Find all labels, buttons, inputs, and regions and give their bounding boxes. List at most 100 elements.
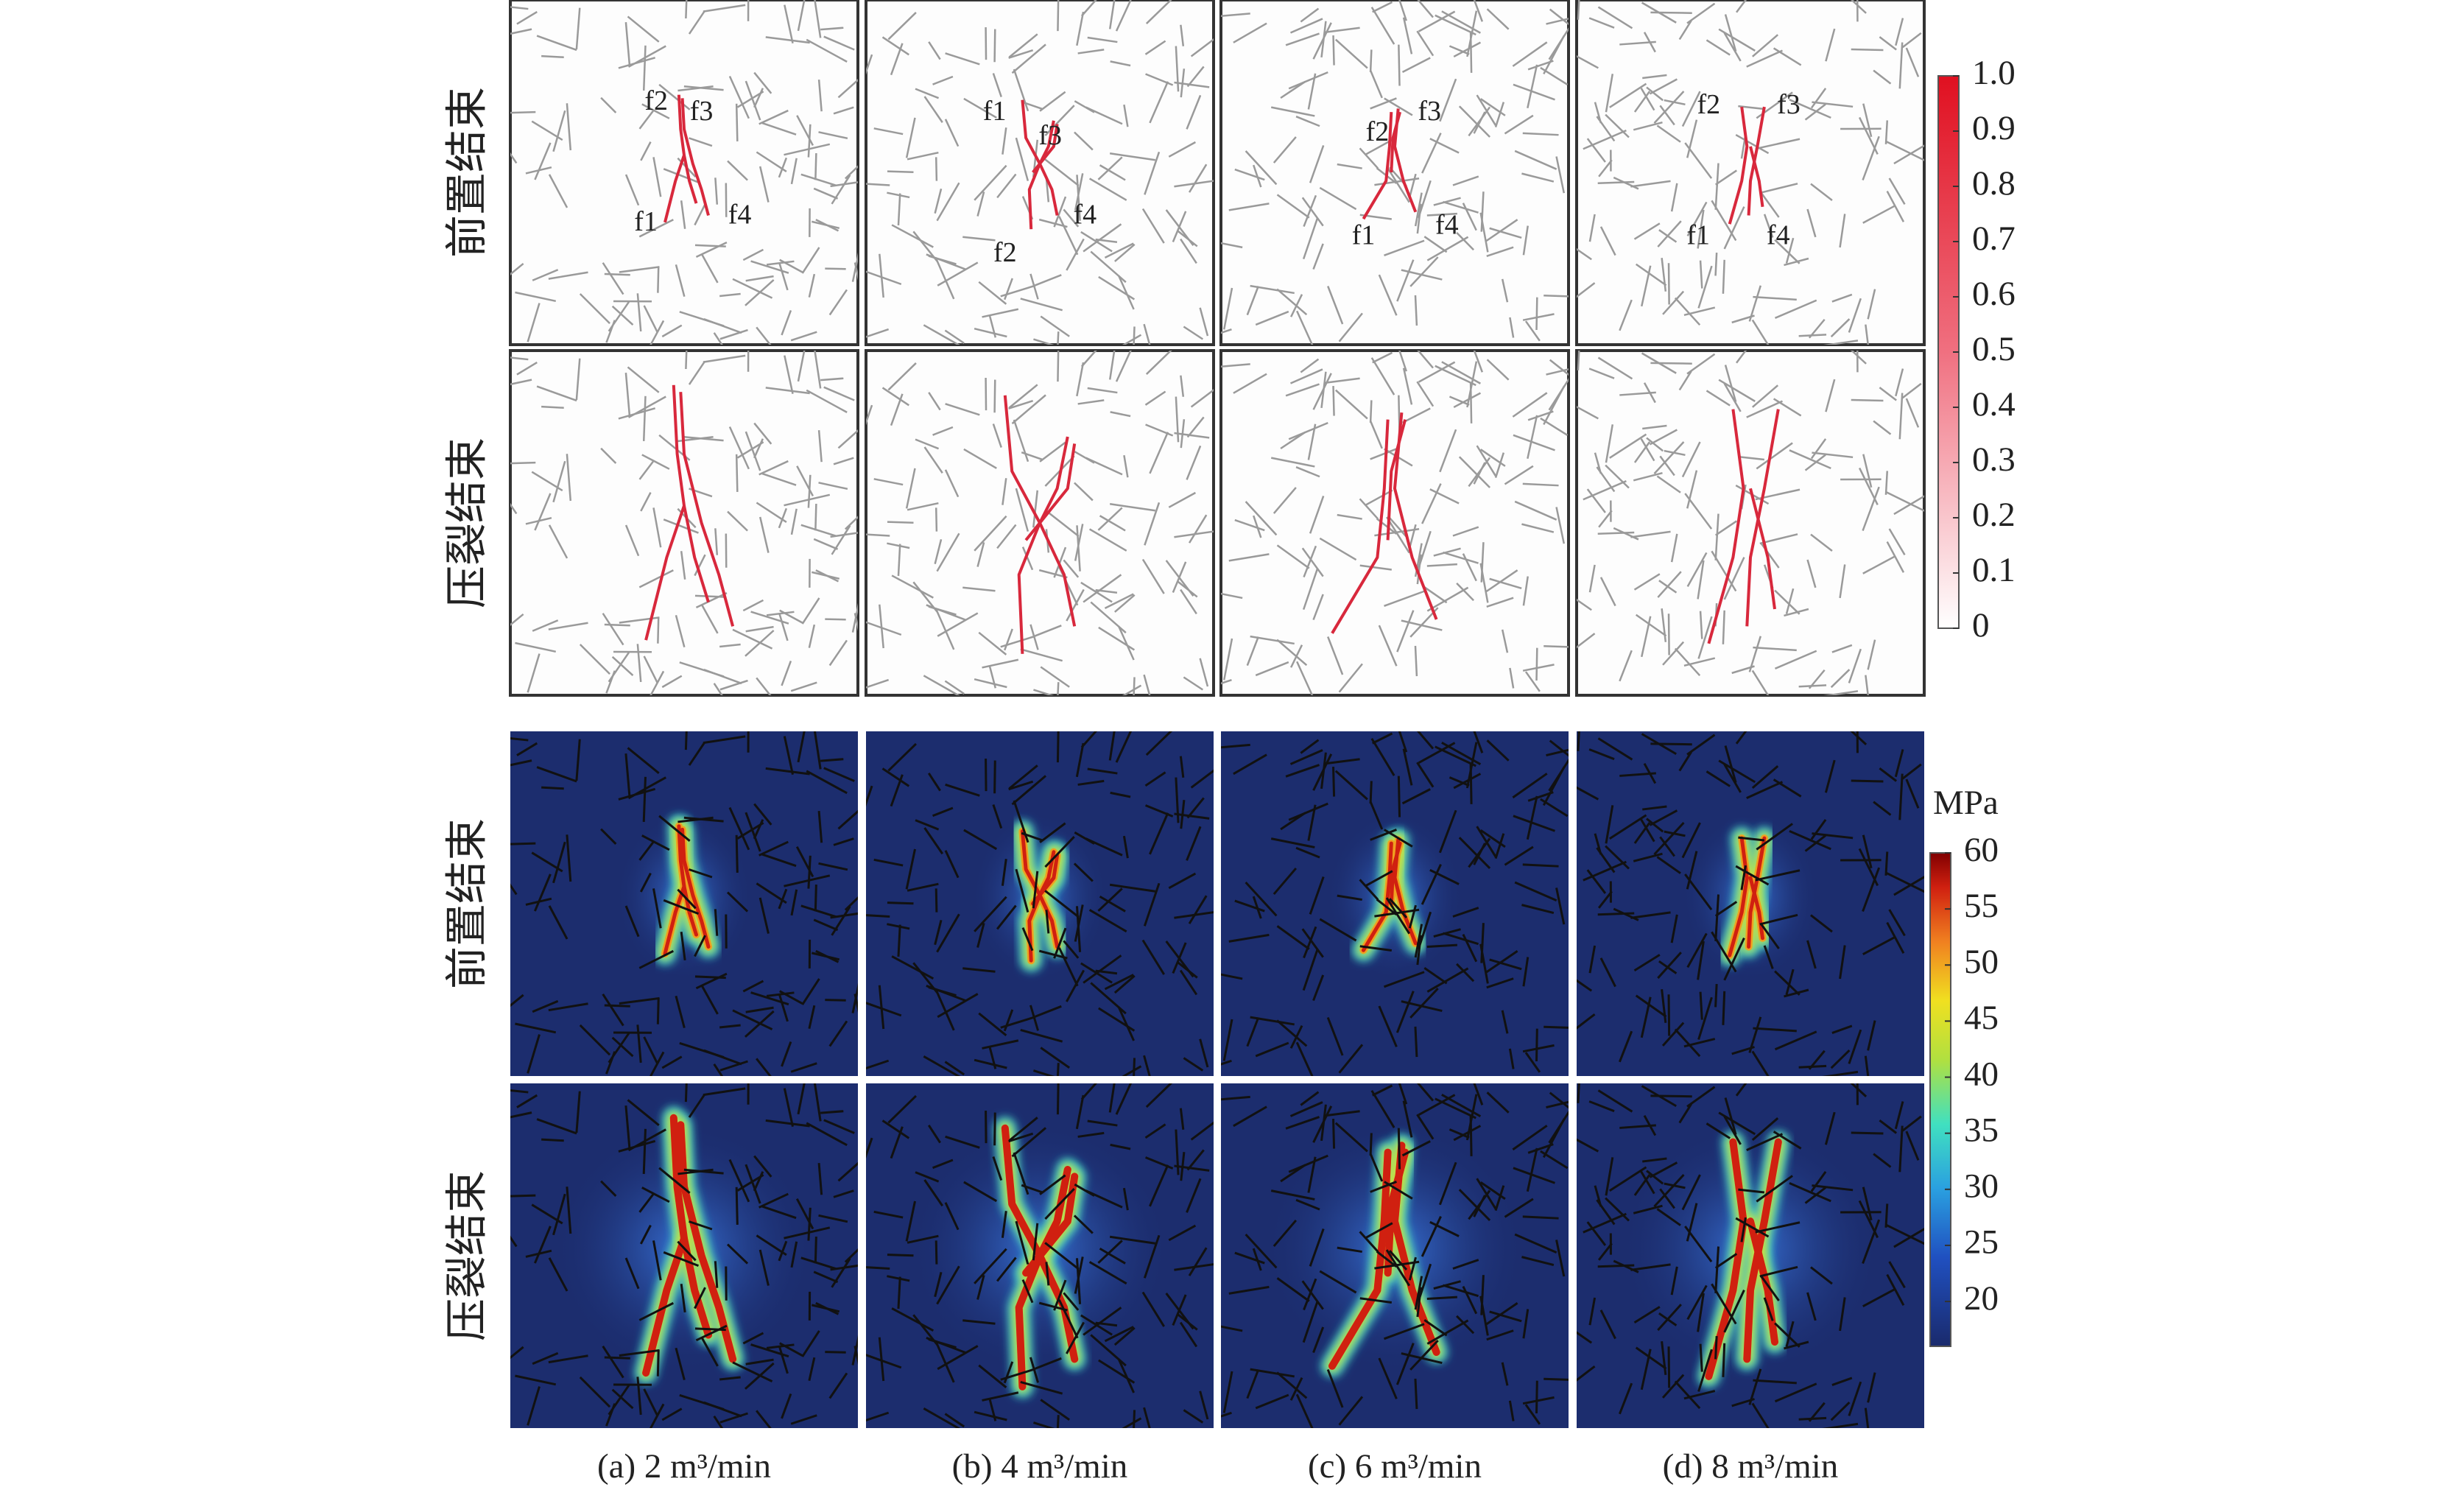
natural-fracture bbox=[1681, 441, 1701, 478]
natural-fracture bbox=[1535, 297, 1538, 331]
natural-fracture bbox=[624, 1105, 631, 1150]
natural-fracture bbox=[1905, 398, 1920, 428]
natural-fracture bbox=[639, 872, 652, 893]
natural-fracture bbox=[761, 472, 797, 486]
natural-fracture bbox=[1810, 914, 1833, 933]
natural-fracture bbox=[1307, 73, 1317, 110]
natural-fracture bbox=[1718, 379, 1756, 402]
natural-fracture bbox=[1416, 554, 1422, 585]
natural-fracture bbox=[1524, 671, 1541, 692]
natural-fracture bbox=[778, 994, 789, 1022]
natural-fracture bbox=[1011, 775, 1046, 806]
natural-fracture bbox=[1735, 1217, 1770, 1238]
natural-fracture bbox=[703, 1049, 742, 1066]
natural-fracture bbox=[516, 1094, 538, 1108]
natural-fracture bbox=[732, 1009, 773, 1030]
natural-fracture bbox=[761, 1205, 797, 1220]
natural-fracture bbox=[1512, 773, 1548, 799]
natural-fracture bbox=[1723, 382, 1742, 412]
natural-fracture bbox=[1409, 1340, 1439, 1371]
natural-fracture bbox=[1090, 250, 1127, 284]
natural-fracture bbox=[1417, 351, 1434, 369]
natural-fracture bbox=[1174, 911, 1214, 919]
colorbar-tick-label: 0.5 bbox=[1972, 330, 2016, 368]
natural-fracture bbox=[756, 882, 787, 904]
natural-fracture bbox=[1543, 295, 1569, 298]
natural-fracture bbox=[1674, 1028, 1701, 1058]
natural-fracture bbox=[1180, 68, 1186, 98]
natural-fracture bbox=[778, 1346, 789, 1374]
natural-fracture bbox=[801, 1330, 820, 1357]
natural-fracture bbox=[1653, 91, 1685, 124]
natural-fracture bbox=[1888, 528, 1906, 556]
natural-fracture bbox=[945, 783, 980, 797]
natural-fracture bbox=[1309, 876, 1325, 915]
natural-fracture bbox=[927, 1125, 941, 1144]
natural-fracture bbox=[1295, 1198, 1320, 1211]
natural-fracture bbox=[1172, 211, 1187, 242]
natural-fracture bbox=[605, 320, 616, 343]
natural-fracture bbox=[1273, 487, 1297, 514]
natural-fracture bbox=[1514, 881, 1557, 902]
natural-fracture bbox=[1398, 351, 1407, 372]
natural-fracture bbox=[974, 1058, 1007, 1069]
natural-fracture bbox=[1416, 1083, 1435, 1102]
natural-fracture bbox=[1074, 904, 1084, 942]
natural-fracture bbox=[1000, 1016, 1036, 1029]
natural-fracture bbox=[813, 187, 839, 200]
natural-fracture bbox=[866, 1354, 902, 1369]
hydraulic-fracture bbox=[1728, 106, 1749, 225]
natural-fracture bbox=[1879, 767, 1898, 782]
natural-fracture bbox=[753, 803, 772, 826]
natural-fracture bbox=[1099, 515, 1126, 532]
natural-fracture bbox=[1188, 164, 1208, 193]
natural-fracture bbox=[1057, 351, 1060, 382]
natural-fracture bbox=[1664, 99, 1686, 106]
natural-fracture bbox=[1398, 1083, 1408, 1105]
natural-fracture bbox=[992, 423, 1002, 448]
natural-fracture bbox=[887, 901, 914, 905]
natural-fracture bbox=[1479, 563, 1489, 603]
hydraulic-fracture bbox=[679, 392, 735, 627]
natural-fracture bbox=[1013, 1152, 1029, 1195]
natural-fracture bbox=[1074, 1256, 1084, 1294]
natural-fracture bbox=[1426, 1296, 1457, 1301]
natural-fracture bbox=[800, 904, 837, 918]
natural-fracture bbox=[677, 888, 697, 910]
natural-fracture bbox=[1008, 49, 1034, 59]
natural-fracture bbox=[1848, 1381, 1862, 1416]
natural-fracture bbox=[927, 773, 941, 792]
natural-fracture bbox=[735, 1187, 739, 1225]
natural-fracture bbox=[689, 868, 713, 879]
natural-fracture bbox=[1372, 1, 1393, 13]
natural-fracture bbox=[766, 611, 795, 616]
natural-fracture bbox=[1458, 837, 1491, 870]
natural-fracture bbox=[1032, 1223, 1039, 1261]
natural-fracture bbox=[1643, 1114, 1657, 1136]
natural-fracture bbox=[1312, 243, 1324, 270]
natural-fracture bbox=[604, 1004, 630, 1008]
natural-fracture bbox=[1514, 150, 1557, 170]
natural-fracture bbox=[1303, 926, 1317, 959]
fracture-label: f2 bbox=[644, 85, 668, 116]
natural-fracture bbox=[525, 516, 552, 525]
natural-fracture bbox=[907, 1234, 939, 1244]
natural-fracture bbox=[624, 905, 640, 938]
natural-fracture bbox=[934, 1340, 955, 1383]
natural-fracture bbox=[1641, 265, 1652, 307]
natural-fracture bbox=[756, 326, 772, 345]
natural-fracture bbox=[534, 142, 552, 180]
natural-fracture bbox=[1657, 220, 1682, 247]
natural-fracture bbox=[1372, 732, 1393, 745]
natural-fracture bbox=[1044, 836, 1075, 868]
natural-fracture bbox=[516, 362, 538, 376]
panel bbox=[1577, 731, 1924, 1076]
natural-fracture bbox=[732, 628, 773, 650]
natural-fracture bbox=[866, 1411, 890, 1422]
natural-fracture bbox=[790, 1241, 798, 1268]
natural-fracture bbox=[905, 468, 916, 509]
natural-fracture bbox=[1862, 935, 1896, 956]
natural-fracture bbox=[758, 840, 789, 857]
natural-fracture bbox=[1253, 164, 1262, 188]
natural-fracture bbox=[531, 851, 563, 873]
